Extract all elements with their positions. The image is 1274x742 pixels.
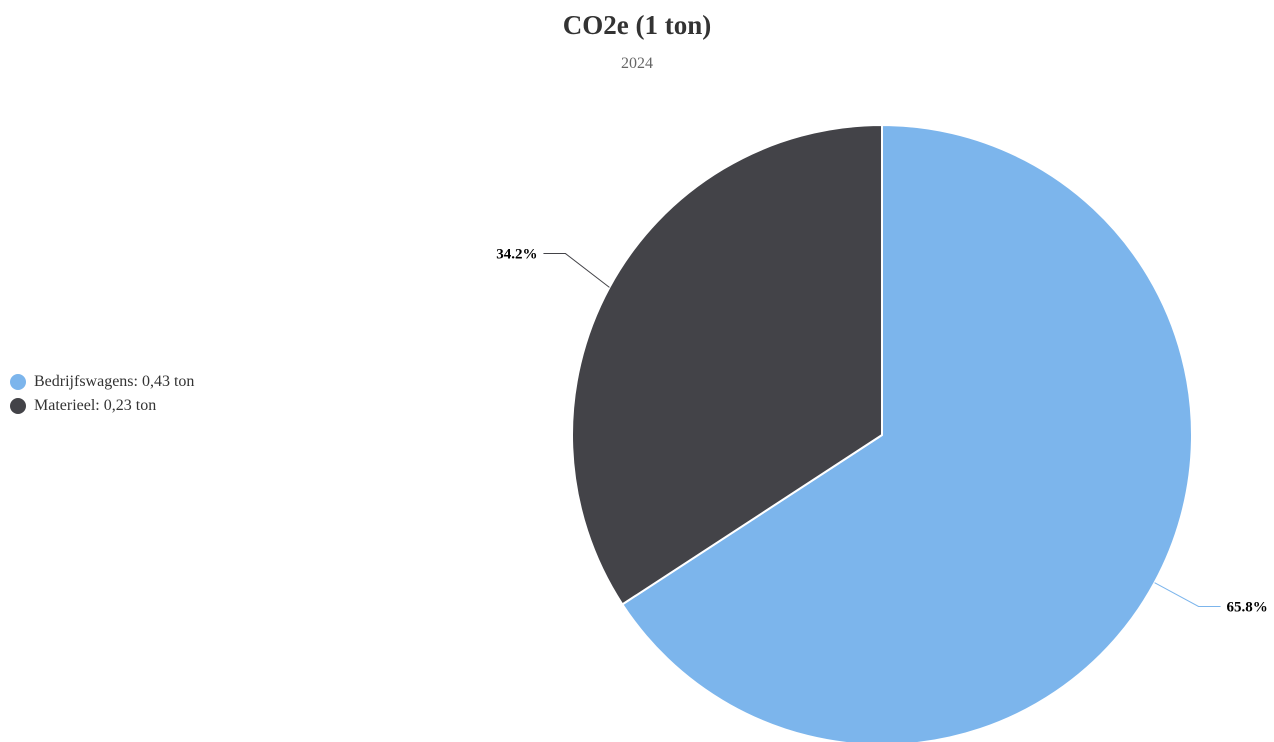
legend-item-bedrijfswagens[interactable]: Bedrijfswagens: 0,43 ton xyxy=(10,370,194,394)
chart-subtitle: 2024 xyxy=(621,55,653,72)
legend-label: Bedrijfswagens: 0,43 ton xyxy=(34,373,195,390)
chart-legend: Bedrijfswagens: 0,43 ton Materieel: 0,23… xyxy=(10,370,194,418)
pie-slice-bedrijfswagens[interactable] xyxy=(621,124,1193,742)
legend-item-materieel[interactable]: Materieel: 0,23 ton xyxy=(10,394,194,418)
chart-title: CO2e (1 ton) xyxy=(562,10,712,40)
data-label-materieel: 34.2% xyxy=(496,247,537,263)
connector-line-bedrijfswagens xyxy=(1154,582,1221,607)
data-label-bedrijfswagens: 65.8% xyxy=(1227,599,1268,615)
connector-line-materieel xyxy=(543,253,610,288)
legend-label: Materieel: 0,23 ton xyxy=(34,397,157,414)
legend-marker-icon xyxy=(10,374,26,390)
legend-marker-icon xyxy=(10,398,26,414)
